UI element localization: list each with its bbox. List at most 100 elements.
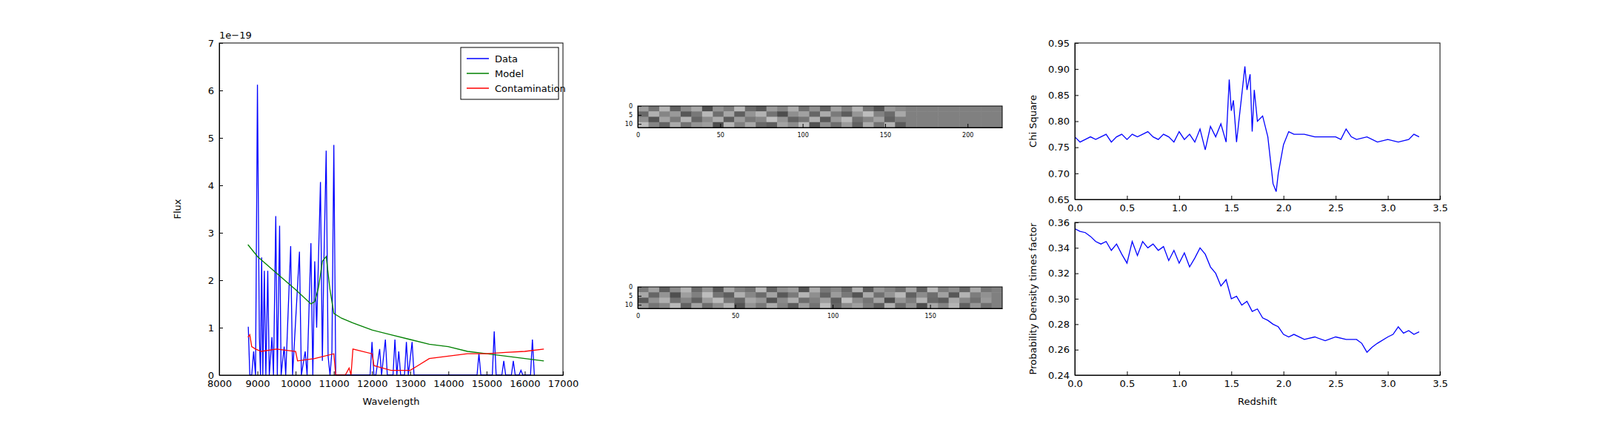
image-cell	[980, 302, 992, 309]
y-axis-tick-label: 5	[208, 132, 215, 144]
image-cell	[734, 122, 746, 128]
image-cell	[766, 297, 778, 304]
y-axis-tick-label: 0.26	[1048, 343, 1070, 355]
image-cell	[637, 302, 649, 309]
image-cell	[766, 117, 778, 123]
x-axis-title: Redshift	[1237, 395, 1278, 407]
x-axis-tick-label: 2.5	[1328, 202, 1344, 214]
image-cell	[916, 117, 928, 123]
image-cell	[820, 122, 832, 128]
y-axis-tick: 0.70	[1048, 167, 1079, 179]
y-axis-tick-mark	[1074, 94, 1079, 96]
image-cell	[884, 111, 896, 118]
image-cell	[745, 117, 757, 123]
image-cell	[712, 105, 724, 112]
x-axis-tick: 1.5	[1223, 371, 1240, 389]
y-axis-tick-mark	[637, 286, 642, 288]
y-axis-tick-label: 0	[628, 102, 633, 110]
image-cell	[680, 122, 692, 128]
image-cell	[991, 302, 1003, 309]
y-axis-tick: 5	[208, 132, 223, 144]
image-cell	[755, 286, 767, 293]
y-axis-tick-mark	[219, 374, 223, 376]
y-axis-tick-label: 3	[208, 227, 215, 239]
x-axis-tick-mark	[1126, 371, 1128, 375]
legend-swatch	[466, 72, 489, 75]
x-axis-tick-label: 0	[636, 312, 640, 320]
y-axis-tick: 0.90	[1048, 63, 1079, 75]
image-cell	[980, 122, 992, 128]
image-cell	[766, 291, 778, 298]
y-axis-tick-mark	[219, 232, 223, 234]
x-axis-line	[1075, 199, 1441, 200]
image-cell	[755, 111, 767, 118]
image-cell	[798, 302, 810, 309]
image-cell	[970, 105, 982, 112]
image-cell	[766, 105, 778, 112]
image-cell	[830, 302, 842, 309]
image-cell	[723, 111, 735, 118]
image-cell	[788, 286, 800, 293]
image-cell	[851, 297, 863, 304]
image-cell	[916, 111, 928, 118]
image-cell	[648, 105, 660, 112]
image-cell	[894, 286, 906, 293]
y-axis-tick-label: 0.85	[1048, 89, 1070, 101]
x-axis: 8000900010000110001200013000140001500016…	[207, 371, 579, 389]
image-cell	[734, 297, 746, 304]
image-cell	[723, 297, 735, 304]
image-cell	[948, 291, 960, 298]
panel: 0.00.51.01.52.02.53.03.50.240.260.280.30…	[1027, 217, 1449, 407]
legend-label: Contamination	[494, 82, 566, 95]
image-cell	[948, 117, 960, 123]
image-cell	[991, 111, 1003, 118]
image-cell	[980, 111, 992, 118]
image-cell	[755, 291, 767, 298]
image-cell	[820, 111, 832, 118]
x-axis-tick-label: 3.5	[1432, 377, 1449, 389]
y-axis-tick: 0.32	[1048, 267, 1079, 279]
image-cell	[927, 117, 939, 123]
y-axis-tick-mark	[219, 327, 223, 329]
image-cell	[669, 297, 681, 304]
image-cell	[669, 302, 681, 309]
image-cell	[702, 117, 714, 123]
x-axis-tick: 11000	[318, 371, 349, 389]
image-cell	[734, 302, 746, 309]
image-cell	[788, 111, 800, 118]
x-axis-tick-mark	[1440, 195, 1441, 200]
image-cell	[894, 122, 906, 128]
x-axis-tick-label: 100	[827, 312, 839, 320]
x-axis-tick-label: 17000	[548, 377, 579, 389]
image-cell	[830, 291, 842, 298]
y-axis-tick-mark	[219, 185, 223, 186]
image-cell	[927, 105, 939, 112]
x-axis-tick-label: 100	[797, 131, 809, 139]
image-cell	[937, 297, 949, 304]
image-cell	[745, 111, 757, 118]
image-cell	[884, 291, 896, 298]
image-cell	[669, 111, 681, 118]
x-axis-tick-label: 0.0	[1067, 377, 1083, 389]
image-cell	[669, 122, 681, 128]
image-cell	[702, 105, 714, 112]
x-axis-tick-mark	[1283, 371, 1285, 375]
plot-frame	[219, 42, 563, 375]
image-cell	[680, 302, 692, 309]
image-cell	[766, 111, 778, 118]
y-axis-tick-label: 4	[208, 180, 215, 192]
y-axis-tick-label: 0.70	[1048, 167, 1070, 179]
image-cell	[948, 111, 960, 118]
x-axis-tick-label: 13000	[395, 377, 426, 389]
image-cell	[712, 302, 724, 309]
y-axis-tick: 2	[208, 274, 223, 286]
image-cell	[734, 105, 746, 112]
image-cell	[669, 286, 681, 293]
y-axis-tick: 0.36	[1048, 217, 1079, 229]
image-cell	[702, 286, 714, 293]
image-cell	[745, 291, 757, 298]
image-cell	[894, 302, 906, 309]
image-cell	[948, 105, 960, 112]
x-axis-tick: 12000	[357, 371, 388, 389]
x-axis: 0.00.51.01.52.02.53.03.5	[1067, 371, 1449, 389]
